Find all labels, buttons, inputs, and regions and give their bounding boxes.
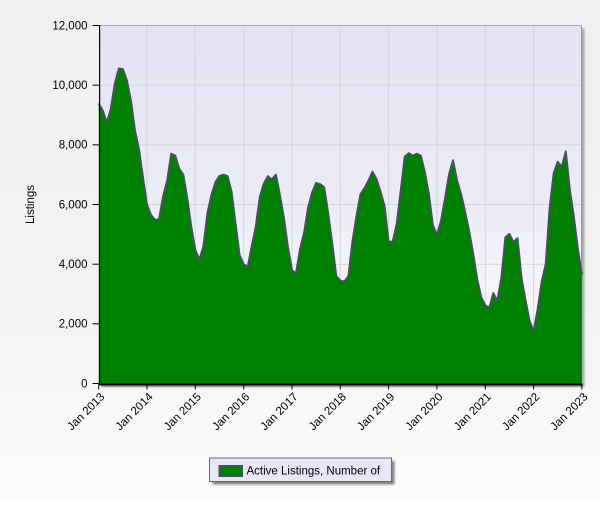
svg-text:12,000: 12,000 [52,20,87,32]
svg-text:6,000: 6,000 [59,199,88,211]
svg-text:8,000: 8,000 [59,140,88,152]
svg-text:0: 0 [81,378,87,390]
svg-text:4,000: 4,000 [59,259,88,271]
svg-text:Listings: Listings [25,185,37,224]
svg-text:10,000: 10,000 [52,80,87,92]
svg-text:2,000: 2,000 [59,319,88,331]
svg-text:Active Listings, Number of: Active Listings, Number of [247,466,381,478]
